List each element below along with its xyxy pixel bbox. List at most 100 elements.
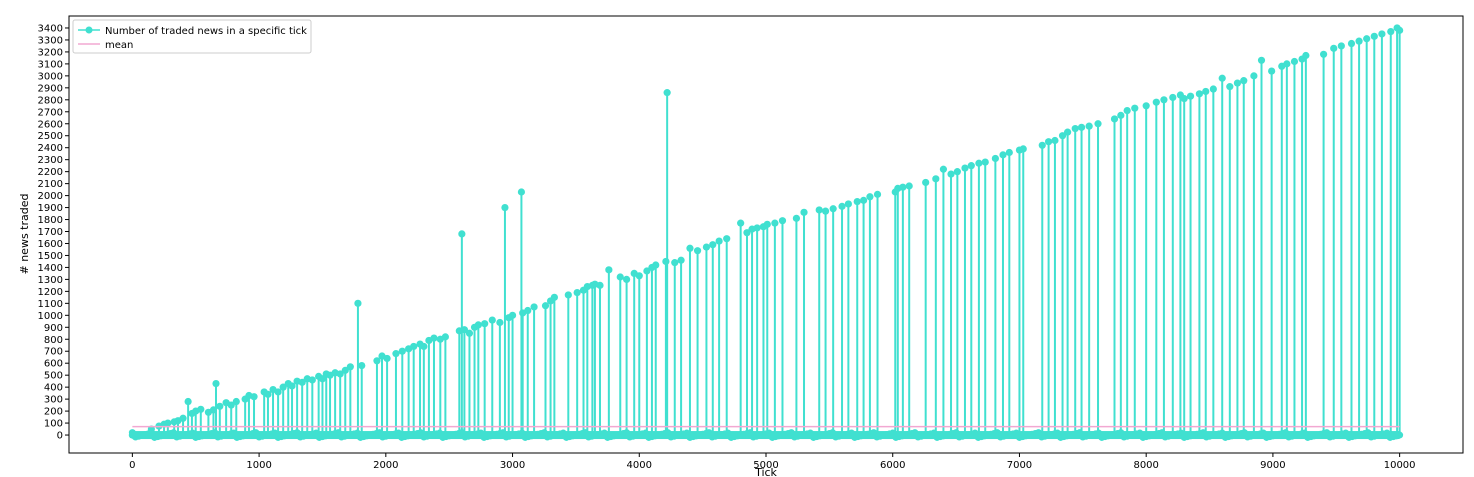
legend: Number of traded news in a specific tick…: [72, 19, 312, 54]
stem-marker: [932, 175, 940, 183]
stem-marker: [686, 244, 694, 252]
stem-marker: [981, 158, 989, 166]
stem-marker: [967, 162, 975, 170]
stem-marker: [763, 220, 771, 228]
stem-marker: [530, 303, 538, 311]
stem-marker: [616, 273, 624, 281]
stem-marker: [465, 329, 474, 337]
y-tick-label: 2000: [38, 191, 63, 202]
stem-marker: [298, 378, 306, 386]
stem-marker: [373, 357, 381, 365]
stem-marker: [844, 200, 852, 208]
stem-marker: [866, 193, 874, 201]
y-axis-ticks: 0100200300400500600700800900100011001200…: [38, 23, 69, 442]
stem-marker: [1077, 123, 1086, 131]
y-tick-label: 2800: [38, 95, 63, 106]
legend-series-label: Number of traded news in a specific tick: [105, 26, 307, 37]
y-tick-label: 2100: [38, 179, 63, 190]
stem-marker: [410, 342, 418, 351]
stem-marker: [1257, 56, 1266, 64]
stem-marker: [800, 208, 808, 216]
stem-marker: [392, 350, 400, 358]
stem-marker: [922, 178, 930, 187]
stem-marker: [975, 159, 983, 167]
stem-marker: [458, 230, 466, 238]
stem-marker: [550, 293, 558, 301]
y-tick-label: 500: [44, 371, 63, 382]
stem-marker: [829, 205, 837, 213]
x-tick-label: 5000: [753, 460, 778, 471]
x-tick-label: 9000: [1260, 460, 1285, 471]
stem-marker: [232, 397, 240, 406]
stem-marker: [1169, 93, 1177, 102]
stem-marker: [227, 401, 235, 409]
y-tick-label: 2400: [38, 143, 63, 154]
y-tick-label: 1300: [38, 275, 63, 286]
stem-marker: [991, 154, 999, 163]
stem-marker: [1131, 104, 1139, 112]
stem-marker: [596, 281, 604, 289]
stem-marker: [1250, 72, 1258, 80]
stem-marker: [488, 316, 496, 324]
stem-marker: [1110, 115, 1119, 123]
legend-mean-label: mean: [105, 40, 133, 51]
stem-marker: [947, 170, 955, 178]
stem-marker: [1370, 32, 1378, 40]
stem-marker: [1283, 60, 1291, 68]
stem-marker: [358, 362, 366, 370]
stem-marker: [1355, 37, 1363, 45]
stem-marker: [1123, 106, 1131, 115]
stem-marker: [1387, 27, 1395, 36]
y-tick-label: 3200: [38, 47, 63, 58]
stem-marker: [1378, 30, 1386, 38]
stem-marker: [905, 182, 913, 190]
stem-marker: [383, 354, 391, 363]
y-tick-label: 3400: [38, 23, 63, 34]
stem-marker: [1209, 85, 1217, 93]
stem-marker: [474, 321, 482, 329]
stem-marker: [274, 388, 282, 396]
stem-marker: [212, 379, 220, 388]
stem-marker: [430, 334, 438, 342]
x-tick-label: 0: [129, 460, 135, 471]
stem-marker: [899, 183, 907, 191]
y-tick-label: 1700: [38, 227, 63, 238]
y-tick-label: 1900: [38, 203, 63, 214]
stem-marker: [792, 214, 801, 222]
y-tick-label: 2700: [38, 107, 63, 118]
stem-marker: [939, 165, 948, 173]
y-tick-label: 800: [44, 335, 63, 346]
y-tick-label: 1800: [38, 215, 63, 226]
y-tick-label: 900: [44, 323, 63, 334]
stem-marker: [1202, 87, 1210, 96]
stem-marker: [184, 397, 192, 406]
stem-marker: [264, 390, 272, 398]
stem-marker: [693, 247, 702, 255]
stem-marker: [662, 257, 670, 266]
stem-marker: [250, 393, 258, 401]
y-tick-label: 3100: [38, 59, 63, 70]
stem-series: [128, 24, 1404, 439]
stem-marker: [635, 272, 643, 280]
x-tick-label: 2000: [373, 460, 398, 471]
legend-box: [72, 19, 312, 54]
stem-marker: [197, 405, 205, 413]
stem-marker: [164, 419, 172, 427]
x-tick-label: 7000: [1007, 460, 1032, 471]
stem-marker: [441, 333, 449, 341]
stem-marker: [1363, 35, 1371, 43]
stem-marker: [778, 217, 787, 225]
stem-marker: [1226, 83, 1234, 91]
stem-marker: [663, 89, 671, 97]
stem-marker: [771, 219, 779, 227]
stem-marker: [1038, 141, 1046, 149]
stem-marker: [1186, 92, 1195, 100]
x-tick-label: 6000: [880, 460, 905, 471]
stem-marker: [179, 414, 187, 422]
stem-marker: [1085, 122, 1093, 130]
stem-marker: [288, 382, 296, 390]
stem-marker: [677, 256, 685, 264]
y-tick-label: 300: [44, 395, 63, 406]
stem-marker: [564, 291, 572, 299]
y-tick-label: 1600: [38, 239, 63, 250]
